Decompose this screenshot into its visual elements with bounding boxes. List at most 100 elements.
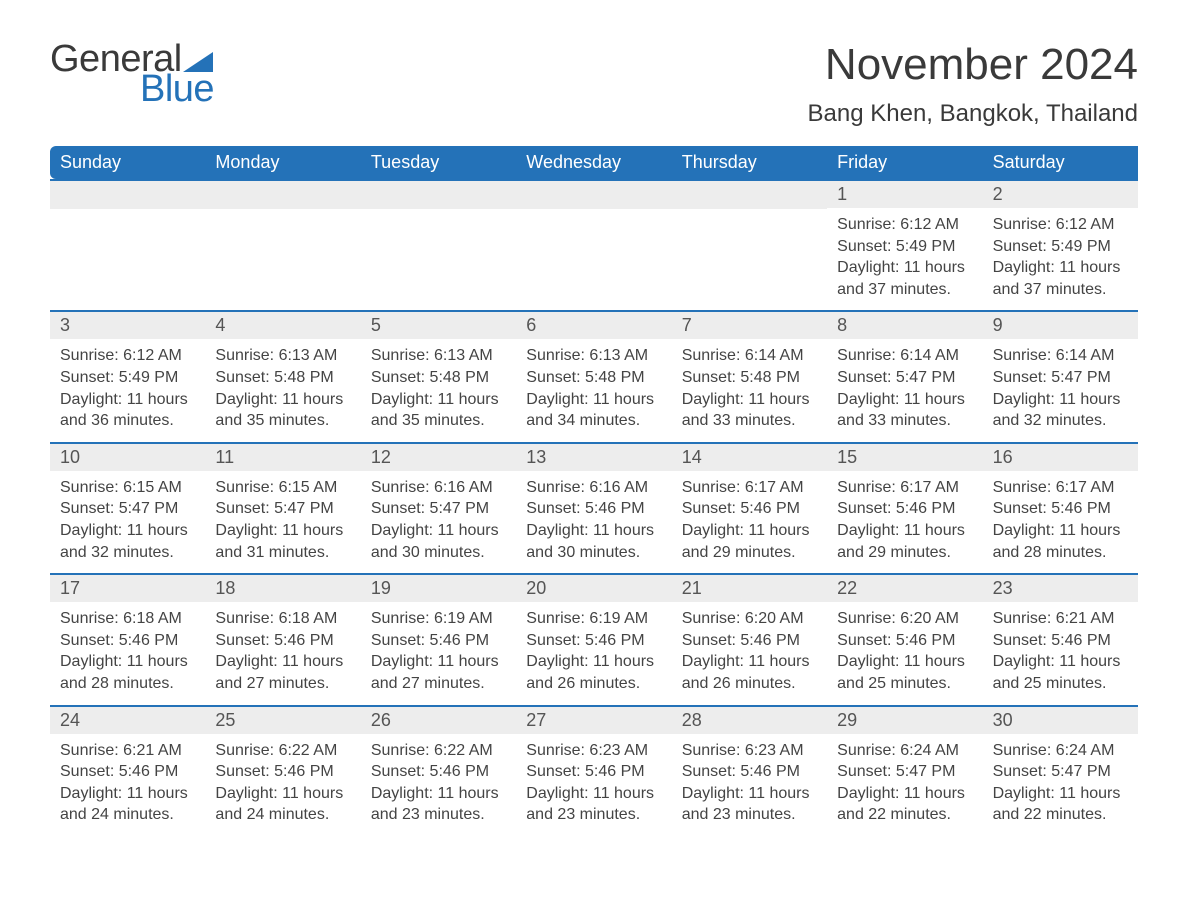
- day-details: Sunrise: 6:13 AMSunset: 5:48 PMDaylight:…: [361, 339, 516, 431]
- day-cell: 3Sunrise: 6:12 AMSunset: 5:49 PMDaylight…: [50, 310, 205, 441]
- empty-day-cell: [361, 179, 516, 310]
- day-cell: 25Sunrise: 6:22 AMSunset: 5:46 PMDayligh…: [205, 705, 360, 836]
- weekday-header: Sunday: [50, 146, 205, 179]
- day-number: 30: [983, 707, 1138, 734]
- day-cell: 13Sunrise: 6:16 AMSunset: 5:46 PMDayligh…: [516, 442, 671, 573]
- day-details: Sunrise: 6:16 AMSunset: 5:46 PMDaylight:…: [516, 471, 671, 563]
- day-number: 11: [205, 444, 360, 471]
- empty-day-cell: [205, 179, 360, 310]
- day-cell: 21Sunrise: 6:20 AMSunset: 5:46 PMDayligh…: [672, 573, 827, 704]
- day-number: 18: [205, 575, 360, 602]
- day-cell: 29Sunrise: 6:24 AMSunset: 5:47 PMDayligh…: [827, 705, 982, 836]
- day-number: 21: [672, 575, 827, 602]
- day-cell: 17Sunrise: 6:18 AMSunset: 5:46 PMDayligh…: [50, 573, 205, 704]
- day-number: 27: [516, 707, 671, 734]
- day-cell: 22Sunrise: 6:20 AMSunset: 5:46 PMDayligh…: [827, 573, 982, 704]
- day-number: 3: [50, 312, 205, 339]
- weekday-header: Wednesday: [516, 146, 671, 179]
- day-cell: 30Sunrise: 6:24 AMSunset: 5:47 PMDayligh…: [983, 705, 1138, 836]
- empty-day-cell: [50, 179, 205, 310]
- day-cell: 7Sunrise: 6:14 AMSunset: 5:48 PMDaylight…: [672, 310, 827, 441]
- day-details: Sunrise: 6:17 AMSunset: 5:46 PMDaylight:…: [827, 471, 982, 563]
- day-details: Sunrise: 6:14 AMSunset: 5:47 PMDaylight:…: [983, 339, 1138, 431]
- weekday-header: Thursday: [672, 146, 827, 179]
- day-number: 15: [827, 444, 982, 471]
- day-number: 2: [983, 181, 1138, 208]
- weekday-header: Monday: [205, 146, 360, 179]
- page-location: Bang Khen, Bangkok, Thailand: [808, 100, 1138, 128]
- day-details: Sunrise: 6:21 AMSunset: 5:46 PMDaylight:…: [983, 602, 1138, 694]
- day-cell: 16Sunrise: 6:17 AMSunset: 5:46 PMDayligh…: [983, 442, 1138, 573]
- day-details: Sunrise: 6:16 AMSunset: 5:47 PMDaylight:…: [361, 471, 516, 563]
- day-number: 28: [672, 707, 827, 734]
- day-number: 13: [516, 444, 671, 471]
- day-number: 9: [983, 312, 1138, 339]
- page-title: November 2024: [808, 40, 1138, 90]
- day-details: Sunrise: 6:15 AMSunset: 5:47 PMDaylight:…: [205, 471, 360, 563]
- day-details: Sunrise: 6:13 AMSunset: 5:48 PMDaylight:…: [205, 339, 360, 431]
- day-details: Sunrise: 6:13 AMSunset: 5:48 PMDaylight:…: [516, 339, 671, 431]
- day-number: 29: [827, 707, 982, 734]
- day-details: Sunrise: 6:24 AMSunset: 5:47 PMDaylight:…: [827, 734, 982, 826]
- weekday-header: Tuesday: [361, 146, 516, 179]
- empty-day-cell: [516, 179, 671, 310]
- day-cell: 1Sunrise: 6:12 AMSunset: 5:49 PMDaylight…: [827, 179, 982, 310]
- day-number: 16: [983, 444, 1138, 471]
- day-number: 6: [516, 312, 671, 339]
- day-number: 12: [361, 444, 516, 471]
- day-cell: 23Sunrise: 6:21 AMSunset: 5:46 PMDayligh…: [983, 573, 1138, 704]
- day-cell: 28Sunrise: 6:23 AMSunset: 5:46 PMDayligh…: [672, 705, 827, 836]
- day-number: 4: [205, 312, 360, 339]
- day-cell: 11Sunrise: 6:15 AMSunset: 5:47 PMDayligh…: [205, 442, 360, 573]
- day-cell: 26Sunrise: 6:22 AMSunset: 5:46 PMDayligh…: [361, 705, 516, 836]
- day-cell: 9Sunrise: 6:14 AMSunset: 5:47 PMDaylight…: [983, 310, 1138, 441]
- logo: General Blue: [50, 40, 214, 108]
- day-cell: 18Sunrise: 6:18 AMSunset: 5:46 PMDayligh…: [205, 573, 360, 704]
- day-details: Sunrise: 6:17 AMSunset: 5:46 PMDaylight:…: [672, 471, 827, 563]
- day-cell: 27Sunrise: 6:23 AMSunset: 5:46 PMDayligh…: [516, 705, 671, 836]
- logo-word-blue: Blue: [140, 70, 214, 108]
- day-details: Sunrise: 6:20 AMSunset: 5:46 PMDaylight:…: [827, 602, 982, 694]
- weekday-header: Friday: [827, 146, 982, 179]
- day-details: Sunrise: 6:14 AMSunset: 5:47 PMDaylight:…: [827, 339, 982, 431]
- day-details: Sunrise: 6:18 AMSunset: 5:46 PMDaylight:…: [50, 602, 205, 694]
- empty-day-cell: [672, 179, 827, 310]
- day-details: Sunrise: 6:20 AMSunset: 5:46 PMDaylight:…: [672, 602, 827, 694]
- day-cell: 19Sunrise: 6:19 AMSunset: 5:46 PMDayligh…: [361, 573, 516, 704]
- day-details: Sunrise: 6:24 AMSunset: 5:47 PMDaylight:…: [983, 734, 1138, 826]
- day-details: Sunrise: 6:19 AMSunset: 5:46 PMDaylight:…: [516, 602, 671, 694]
- day-number: 1: [827, 181, 982, 208]
- day-details: Sunrise: 6:12 AMSunset: 5:49 PMDaylight:…: [983, 208, 1138, 300]
- day-details: Sunrise: 6:12 AMSunset: 5:49 PMDaylight:…: [50, 339, 205, 431]
- day-details: Sunrise: 6:12 AMSunset: 5:49 PMDaylight:…: [827, 208, 982, 300]
- day-cell: 8Sunrise: 6:14 AMSunset: 5:47 PMDaylight…: [827, 310, 982, 441]
- day-details: Sunrise: 6:14 AMSunset: 5:48 PMDaylight:…: [672, 339, 827, 431]
- day-number-blank: [516, 181, 671, 209]
- weekday-header: Saturday: [983, 146, 1138, 179]
- day-number-blank: [50, 181, 205, 209]
- day-details: Sunrise: 6:22 AMSunset: 5:46 PMDaylight:…: [205, 734, 360, 826]
- day-number: 5: [361, 312, 516, 339]
- day-cell: 14Sunrise: 6:17 AMSunset: 5:46 PMDayligh…: [672, 442, 827, 573]
- day-details: Sunrise: 6:18 AMSunset: 5:46 PMDaylight:…: [205, 602, 360, 694]
- day-details: Sunrise: 6:23 AMSunset: 5:46 PMDaylight:…: [516, 734, 671, 826]
- day-number: 14: [672, 444, 827, 471]
- day-cell: 24Sunrise: 6:21 AMSunset: 5:46 PMDayligh…: [50, 705, 205, 836]
- day-details: Sunrise: 6:15 AMSunset: 5:47 PMDaylight:…: [50, 471, 205, 563]
- day-number: 7: [672, 312, 827, 339]
- day-number-blank: [361, 181, 516, 209]
- day-number: 17: [50, 575, 205, 602]
- day-details: Sunrise: 6:21 AMSunset: 5:46 PMDaylight:…: [50, 734, 205, 826]
- day-number: 25: [205, 707, 360, 734]
- calendar-grid: SundayMondayTuesdayWednesdayThursdayFrid…: [50, 146, 1138, 836]
- day-cell: 20Sunrise: 6:19 AMSunset: 5:46 PMDayligh…: [516, 573, 671, 704]
- day-number: 20: [516, 575, 671, 602]
- day-number: 23: [983, 575, 1138, 602]
- day-details: Sunrise: 6:22 AMSunset: 5:46 PMDaylight:…: [361, 734, 516, 826]
- day-cell: 5Sunrise: 6:13 AMSunset: 5:48 PMDaylight…: [361, 310, 516, 441]
- day-number: 8: [827, 312, 982, 339]
- day-number: 22: [827, 575, 982, 602]
- day-number-blank: [205, 181, 360, 209]
- day-details: Sunrise: 6:23 AMSunset: 5:46 PMDaylight:…: [672, 734, 827, 826]
- day-number: 19: [361, 575, 516, 602]
